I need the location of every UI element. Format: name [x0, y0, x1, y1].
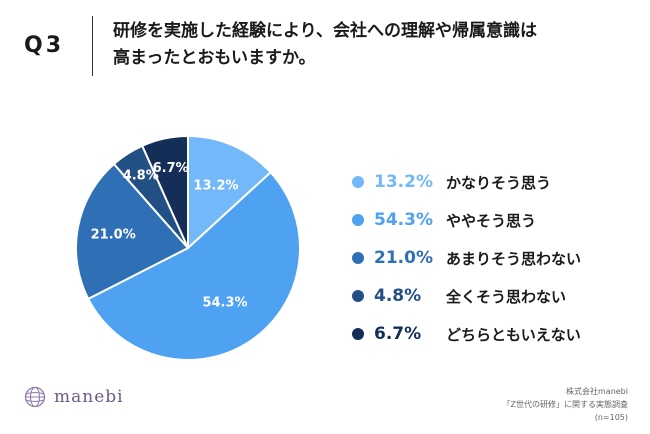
- pie-slice: [187, 134, 273, 251]
- manebi-logo: manebi: [24, 386, 124, 408]
- legend-swatch: [352, 214, 364, 226]
- legend-label: かなりそう思う: [446, 173, 552, 192]
- globe-logo-icon: [24, 386, 46, 408]
- pie-slice: [140, 134, 189, 249]
- pie-slice: [86, 170, 301, 361]
- source-company: 株式会社manebi: [566, 387, 628, 396]
- legend-swatch: [352, 252, 364, 264]
- legend-label: 全くそう思わない: [446, 287, 567, 306]
- legend-label: どちらともいえない: [446, 325, 581, 344]
- legend-swatch: [352, 290, 364, 302]
- slice-value-label: 21.0%: [91, 228, 136, 243]
- legend-item: 21.0% あまりそう思わない: [352, 246, 581, 270]
- slice-value-label: 13.2%: [193, 178, 238, 193]
- question-number: Q3: [24, 33, 65, 58]
- legend-value: 4.8%: [374, 286, 422, 306]
- legend-item: 4.8% 全くそう思わない: [352, 284, 566, 308]
- legend-label: ややそう思う: [446, 211, 537, 230]
- header-divider: [92, 16, 93, 76]
- legend-item: 54.3% ややそう思う: [352, 208, 536, 232]
- slice-value-label: 4.8%: [123, 169, 159, 184]
- legend-value: 13.2%: [374, 172, 433, 192]
- legend-value: 21.0%: [374, 248, 433, 268]
- legend-swatch: [352, 176, 364, 188]
- legend-item: 6.7% どちらともいえない: [352, 322, 581, 346]
- pie-labels: 13.2% 54.3% 21.0% 4.8%6.7%: [91, 161, 248, 310]
- pie-slice: [75, 162, 190, 301]
- source-sample-size: (n=105): [594, 413, 628, 422]
- source-note: 株式会社manebi 「Z世代の研修」に関する実態調査 (n=105): [503, 385, 628, 424]
- slice-value-label: 54.3%: [202, 295, 247, 310]
- legend-item: 13.2% かなりそう思う: [352, 170, 551, 194]
- legend-value: 6.7%: [374, 324, 422, 344]
- logo-text: manebi: [54, 387, 124, 407]
- question-line-1: 研修を実施した経験により、会社への理解や帰属意識は: [113, 21, 537, 41]
- legend-value: 54.3%: [374, 210, 433, 230]
- legend-label: あまりそう思わない: [446, 249, 582, 268]
- legend-swatch: [352, 328, 364, 340]
- source-survey: 「Z世代の研修」に関する実態調査: [502, 400, 628, 409]
- pie-slices: [75, 134, 301, 361]
- question-line-2: 高まったとおもいますか。: [113, 48, 316, 68]
- slice-value-label: 6.7%: [153, 161, 189, 176]
- question-text: 研修を実施した経験により、会社への理解や帰属意識は 高まったとおもいますか。: [113, 18, 633, 72]
